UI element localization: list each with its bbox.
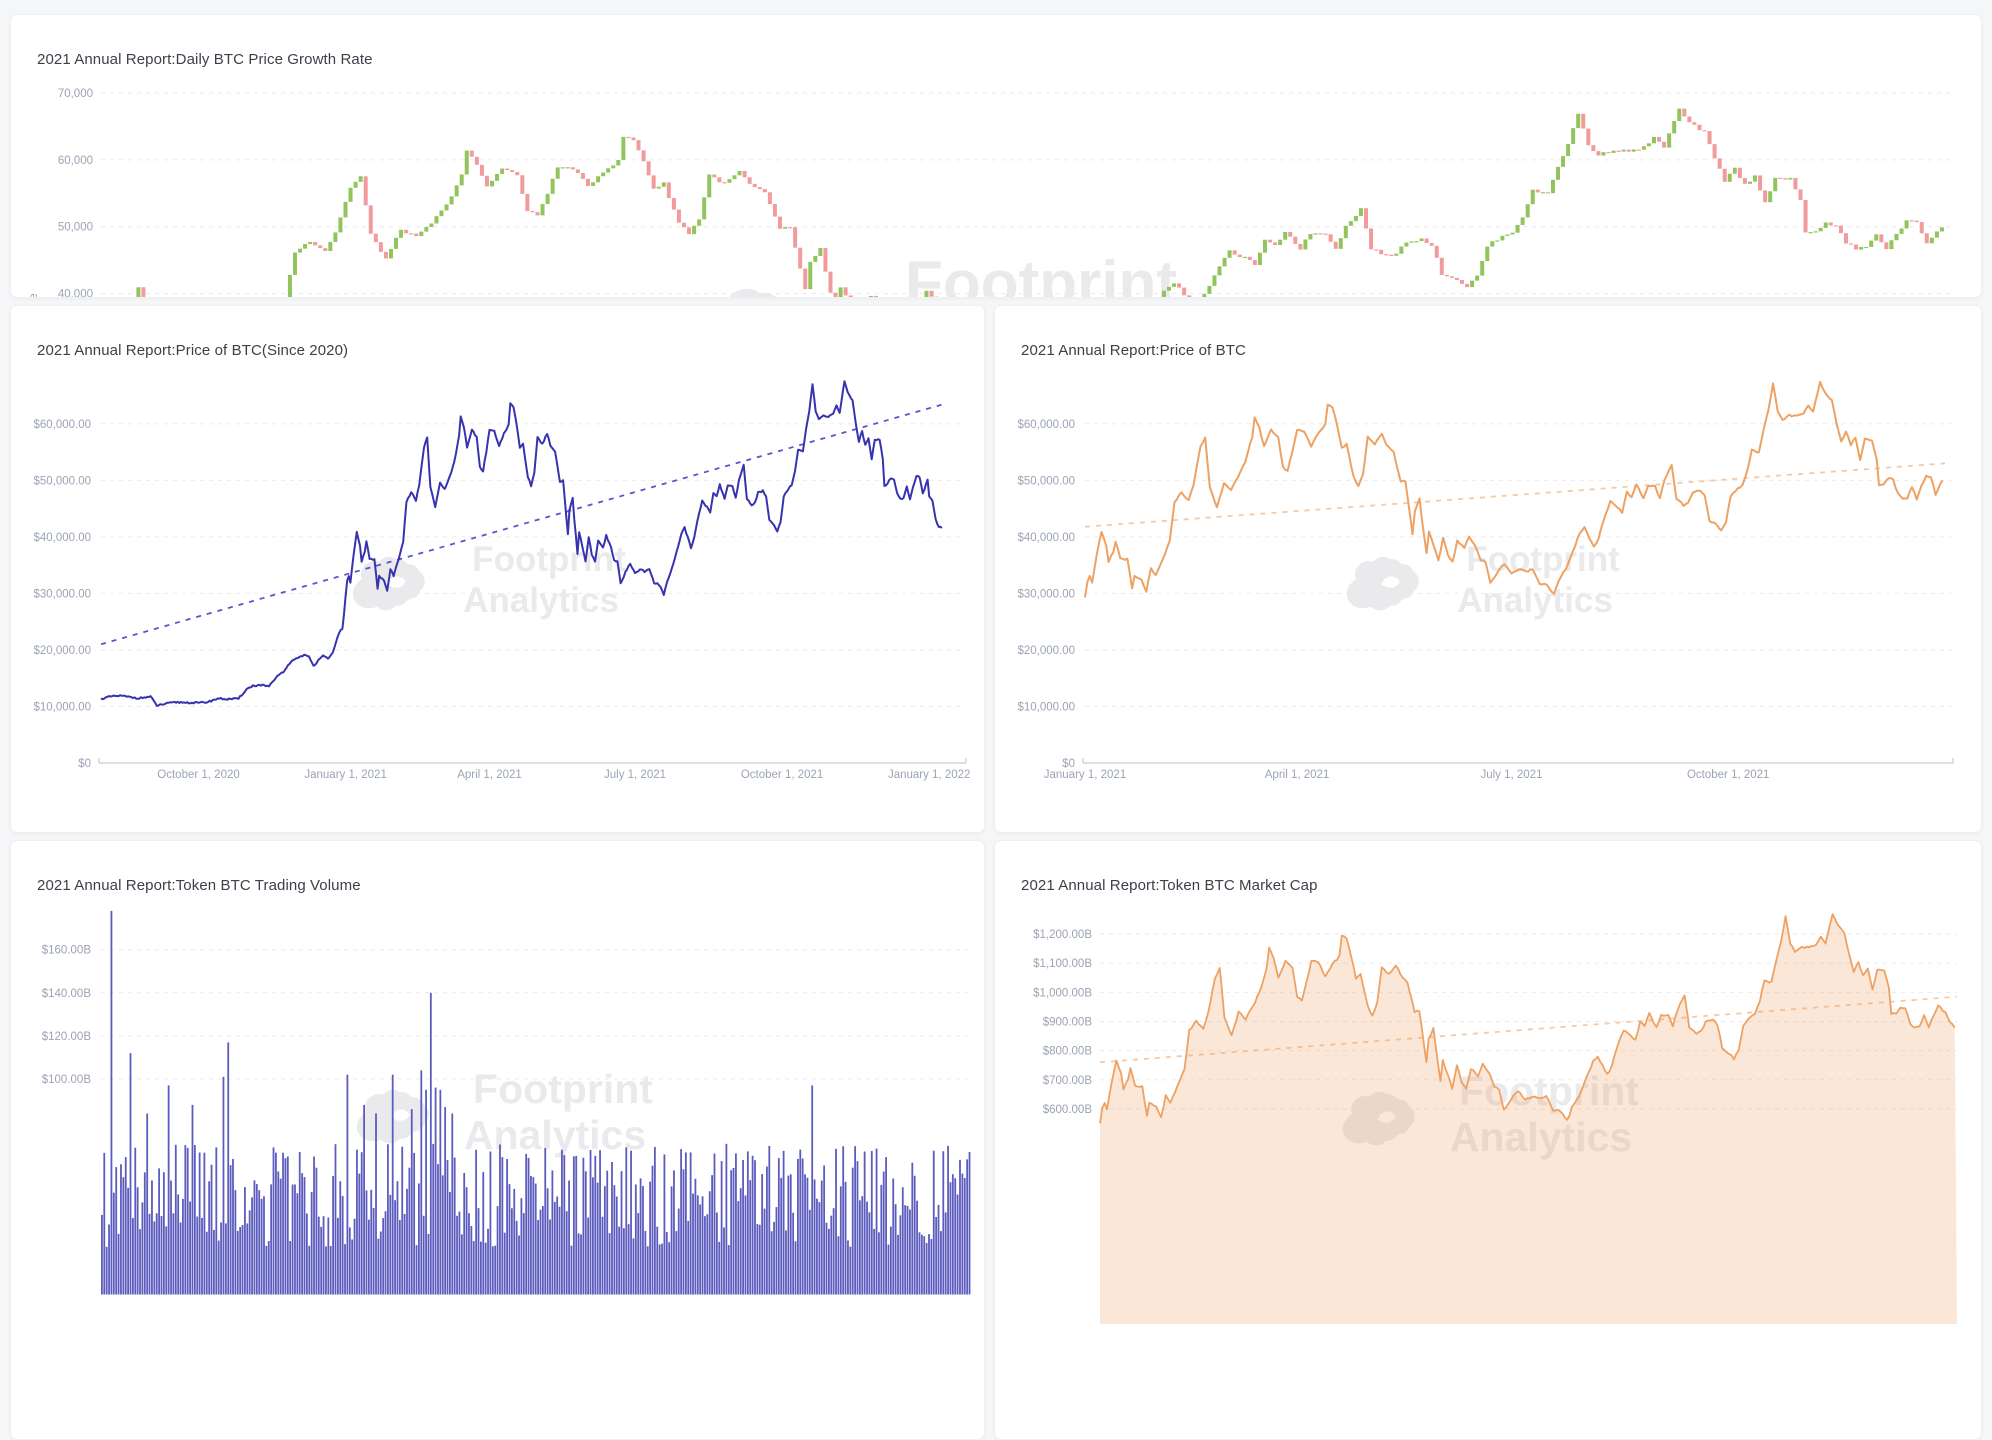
svg-text:$0: $0 [78, 758, 91, 770]
svg-text:July 1, 2021: July 1, 2021 [604, 769, 666, 781]
svg-text:Footprint: Footprint [472, 540, 626, 579]
svg-text:April 1, 2021: April 1, 2021 [1265, 769, 1330, 781]
svg-text:$10,000.00: $10,000.00 [1017, 701, 1075, 713]
svg-text:$700.00B: $700.00B [1043, 1075, 1093, 1087]
svg-text:Analytics: Analytics [1457, 581, 1613, 620]
svg-text:70,000: 70,000 [58, 88, 93, 100]
bar-chart-trading-volume[interactable]: $100.00B $120.00B $140.00B $160.00B Footprin… [11, 841, 985, 1440]
area-chart-market-cap[interactable]: $600.00B $700.00B $800.00B $900.00B $1,000.0… [995, 841, 1982, 1440]
chart-title-price-2021: 2021 Annual Report:Price of BTC [1021, 342, 1246, 359]
line-chart-price-since-2020[interactable]: $0 $10,000.00 $20,000.00 $30,000.00 $40,000.… [11, 306, 985, 833]
svg-text:50,000: 50,000 [58, 222, 93, 234]
svg-text:$160.00B: $160.00B [42, 945, 92, 957]
card-market-cap: 2021 Annual Report:Token BTC Market Cap … [994, 840, 1982, 1440]
svg-text:$60,000.00: $60,000.00 [33, 419, 91, 431]
chart-title-daily-growth: 2021 Annual Report:Daily BTC Price Growt… [37, 51, 373, 68]
chart-title-market-cap: 2021 Annual Report:Token BTC Market Cap [1021, 877, 1318, 894]
svg-text:$40,000.00: $40,000.00 [33, 532, 91, 544]
svg-text:January 1, 2021: January 1, 2021 [1044, 769, 1126, 781]
svg-text:Analytics: Analytics [1450, 1114, 1632, 1160]
svg-text:October 1, 2020: October 1, 2020 [157, 769, 239, 781]
svg-text:Footprint: Footprint [905, 249, 1177, 298]
bottom-row: 2021 Annual Report:Token BTC Trading Vol… [10, 840, 1982, 1440]
svg-text:Footprint: Footprint [1466, 540, 1620, 579]
svg-text:$900.00B: $900.00B [1043, 1016, 1093, 1028]
svg-text:Analytics: Analytics [463, 581, 619, 620]
svg-text:$800.00B: $800.00B [1043, 1046, 1093, 1058]
svg-text:$0: $0 [1062, 758, 1075, 770]
svg-text:January 1, 2022: January 1, 2022 [888, 769, 970, 781]
svg-text:Footprint: Footprint [473, 1066, 653, 1112]
svg-text:$60,000.00: $60,000.00 [1017, 419, 1075, 431]
svg-text:$20,000.00: $20,000.00 [33, 645, 91, 657]
card-trading-volume: 2021 Annual Report:Token BTC Trading Vol… [10, 840, 985, 1440]
svg-text:60,000: 60,000 [58, 155, 93, 167]
svg-text:$140.00B: $140.00B [42, 988, 92, 1000]
svg-text:$600.00B: $600.00B [1043, 1104, 1093, 1116]
chart-title-trading-volume: 2021 Annual Report:Token BTC Trading Vol… [37, 877, 361, 894]
svg-text:$1,000.00B: $1,000.00B [1033, 987, 1092, 999]
card-price-2021: 2021 Annual Report:Price of BTC $0 $10,00… [994, 305, 1982, 833]
card-daily-growth-rate: 2021 Annual Report:Daily BTC Price Growt… [10, 14, 1982, 298]
svg-text:$10,000.00: $10,000.00 [33, 701, 91, 713]
y-axis-title: Growth Rate [26, 293, 40, 298]
svg-text:July 1, 2021: July 1, 2021 [1480, 769, 1542, 781]
svg-text:Analytics: Analytics [464, 1112, 646, 1158]
svg-text:$50,000.00: $50,000.00 [33, 475, 91, 487]
svg-text:$1,200.00B: $1,200.00B [1033, 929, 1092, 941]
svg-text:April 1, 2021: April 1, 2021 [457, 769, 522, 781]
svg-text:$30,000.00: $30,000.00 [33, 588, 91, 600]
svg-text:$1,100.00B: $1,100.00B [1033, 958, 1092, 970]
candlestick-chart[interactable]: 010,00020,00030,00040,00050,00060,00070,… [11, 15, 1982, 298]
svg-text:$50,000.00: $50,000.00 [1017, 475, 1075, 487]
svg-text:40,000: 40,000 [58, 289, 93, 298]
svg-text:October 1, 2021: October 1, 2021 [1687, 769, 1769, 781]
svg-text:Footprint: Footprint [1459, 1068, 1639, 1114]
svg-text:$120.00B: $120.00B [42, 1031, 92, 1043]
svg-text:$30,000.00: $30,000.00 [1017, 588, 1075, 600]
svg-text:October 1, 2021: October 1, 2021 [741, 769, 823, 781]
card-price-since-2020: 2021 Annual Report:Price of BTC(Since 20… [10, 305, 985, 833]
svg-text:January 1, 2021: January 1, 2021 [304, 769, 386, 781]
chart-title-price-since-2020: 2021 Annual Report:Price of BTC(Since 20… [37, 342, 349, 359]
svg-text:$100.00B: $100.00B [42, 1074, 92, 1086]
svg-text:$20,000.00: $20,000.00 [1017, 645, 1075, 657]
svg-text:$40,000.00: $40,000.00 [1017, 532, 1075, 544]
middle-row: 2021 Annual Report:Price of BTC(Since 20… [10, 305, 1982, 833]
line-chart-price-2021[interactable]: $0 $10,000.00 $20,000.00 $30,000.00 $40,000.… [995, 306, 1982, 833]
